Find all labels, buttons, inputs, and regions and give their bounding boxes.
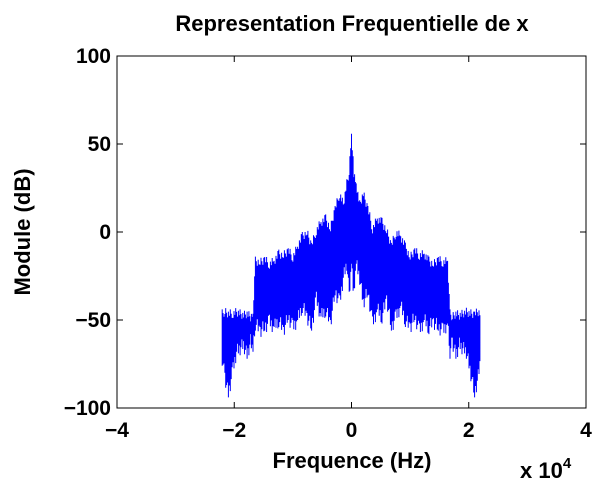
y-tick-label: 50 <box>88 133 111 156</box>
axis-ticks: −4 −2 0 2 4 −100 −50 0 50 100 <box>64 45 592 442</box>
x-tick-label: −4 <box>105 419 129 442</box>
x-tick-label: 0 <box>346 419 358 442</box>
x-tick-label: −2 <box>222 419 246 442</box>
spectrum-series <box>221 133 481 398</box>
y-tick-label: −50 <box>75 309 111 332</box>
x-tick-label: 2 <box>463 419 475 442</box>
y-tick-label: −100 <box>64 397 111 420</box>
y-tick-label: 100 <box>76 45 111 68</box>
y-tick-label: 0 <box>99 221 111 244</box>
y-axis-label: Module (dB) <box>10 168 35 295</box>
x-scale-factor: x 104 <box>520 455 572 483</box>
x-tick-label: 4 <box>580 419 592 442</box>
chart-title: Representation Frequentielle de x <box>175 11 529 36</box>
x-axis-label: Frequence (Hz) <box>273 448 432 473</box>
spectrum-trace <box>221 133 481 398</box>
